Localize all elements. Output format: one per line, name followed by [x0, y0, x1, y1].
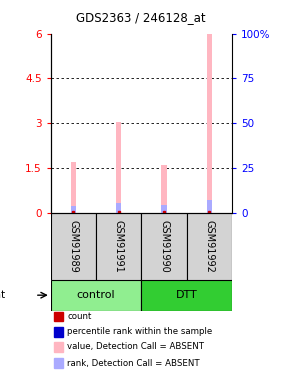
Text: percentile rank within the sample: percentile rank within the sample [67, 327, 212, 336]
Bar [142, 280, 232, 310]
Bar [206, 200, 212, 213]
Text: DTT: DTT [176, 290, 197, 300]
Bar [187, 213, 232, 280]
Bar [116, 122, 122, 213]
Bar [55, 358, 63, 368]
Bar [96, 213, 142, 280]
Bar [161, 165, 167, 213]
Bar [55, 327, 63, 337]
Text: agent: agent [0, 290, 6, 300]
Text: GSM91990: GSM91990 [159, 220, 169, 273]
Bar [116, 203, 122, 213]
Bar [71, 162, 76, 213]
Text: GSM91989: GSM91989 [68, 220, 78, 273]
Bar [55, 312, 63, 321]
Text: value, Detection Call = ABSENT: value, Detection Call = ABSENT [67, 342, 204, 351]
Text: control: control [77, 290, 115, 300]
Text: count: count [67, 312, 91, 321]
Bar [51, 213, 96, 280]
Bar [55, 342, 63, 352]
Bar [206, 34, 212, 213]
Text: GDS2363 / 246128_at: GDS2363 / 246128_at [77, 11, 206, 24]
Text: GSM91991: GSM91991 [114, 220, 124, 273]
Bar [142, 213, 187, 280]
Bar [161, 205, 167, 213]
Text: rank, Detection Call = ABSENT: rank, Detection Call = ABSENT [67, 359, 200, 368]
Text: GSM91992: GSM91992 [204, 220, 214, 273]
Bar [51, 280, 142, 310]
Bar [71, 206, 76, 213]
